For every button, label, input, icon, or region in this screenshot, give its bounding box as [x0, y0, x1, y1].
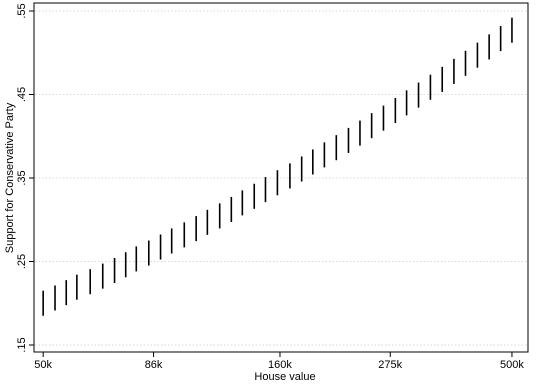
- plot-frame: [33, 2, 529, 353]
- x-tick-label: 86k: [145, 359, 163, 371]
- y-tick-label: .55: [16, 3, 28, 18]
- y-tick-label: .35: [16, 170, 28, 185]
- y-tick-label: .45: [16, 87, 28, 102]
- x-tick-label: 50k: [34, 359, 52, 371]
- x-tick-label: 500k: [500, 359, 524, 371]
- x-tick-label: 275k: [378, 359, 402, 371]
- x-tick-label: 160k: [268, 359, 292, 371]
- y-tick-label: .15: [16, 337, 28, 352]
- y-tick-label: .25: [16, 254, 28, 269]
- x-axis-title: House value: [254, 371, 315, 383]
- y-axis-title: Support for Conservative Party: [4, 102, 16, 253]
